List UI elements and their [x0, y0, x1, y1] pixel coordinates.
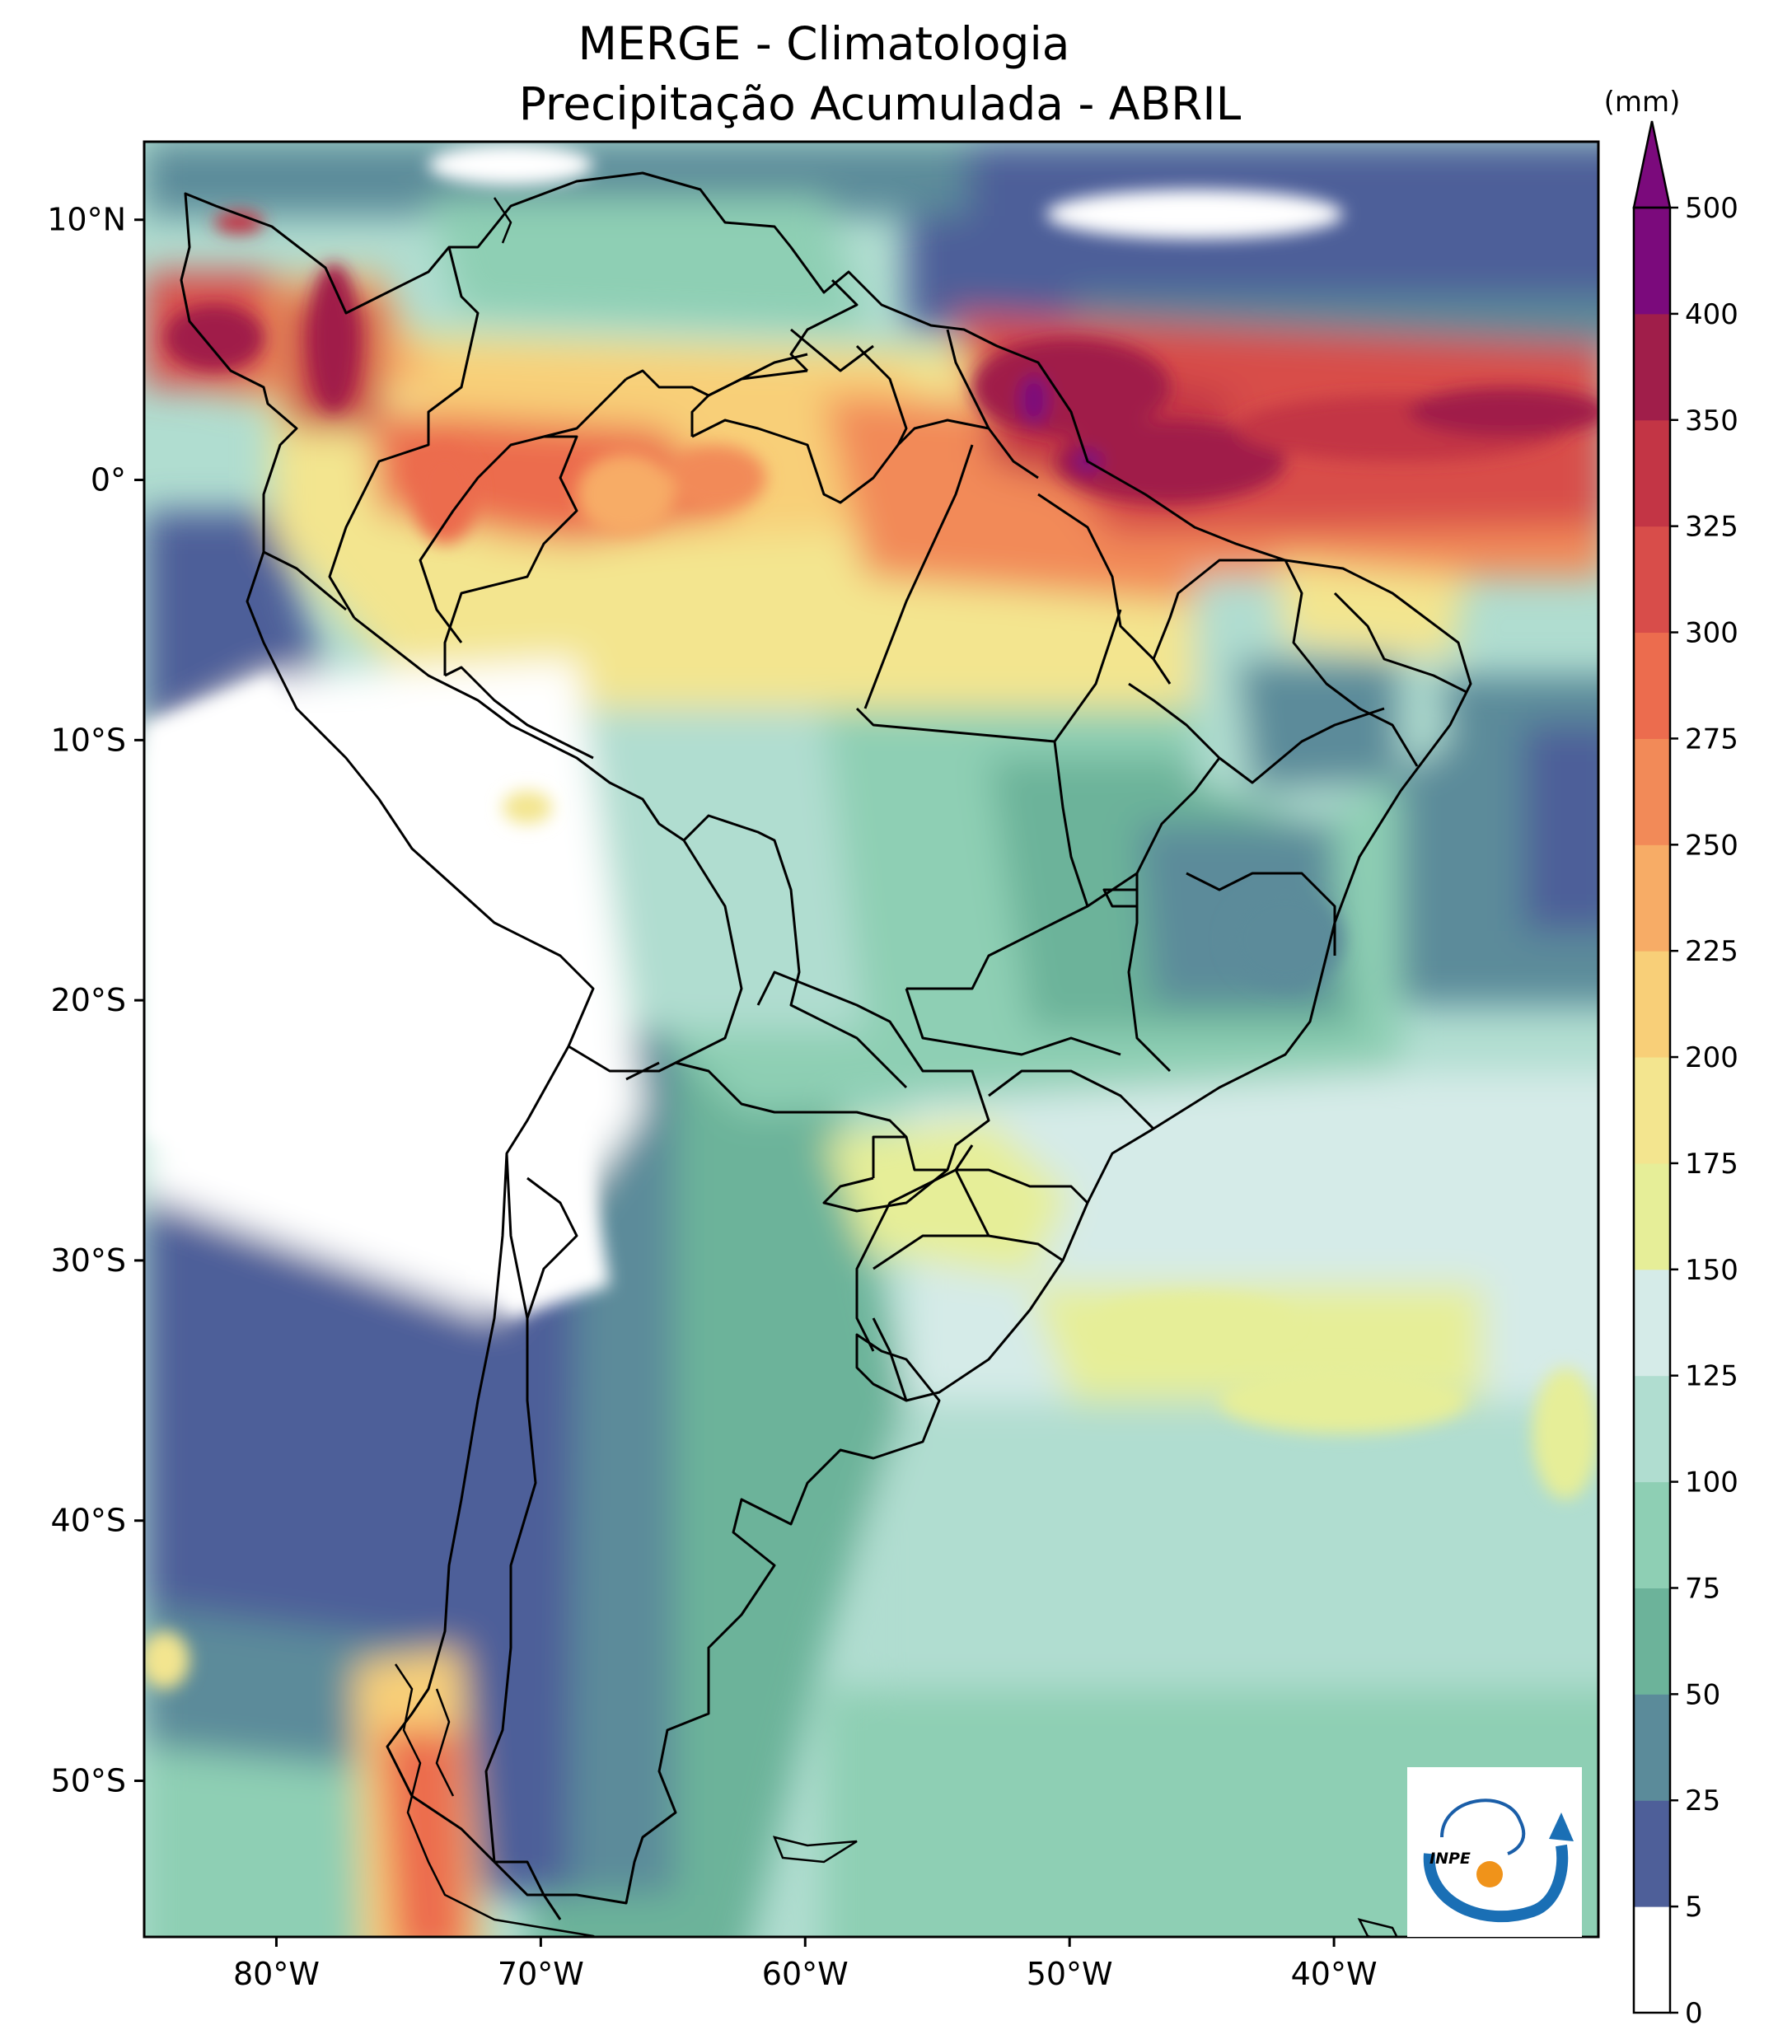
colorbar-tick-label: 300: [1685, 617, 1738, 650]
colorbar-segment: [1634, 844, 1670, 952]
colorbar-segment: [1634, 738, 1670, 845]
axis-ticks: [134, 218, 1336, 1947]
y-tick-label: 40°S: [51, 1503, 126, 1539]
colorbar-segment: [1634, 1269, 1670, 1377]
map-frame: [143, 140, 1600, 1939]
colorbar-tick-label: 350: [1685, 405, 1738, 437]
colorbar-segment: [1634, 1588, 1670, 1695]
colorbar-tick-label: 25: [1685, 1784, 1720, 1817]
inpe-logo-text: INPE: [1429, 1850, 1471, 1868]
y-tick-label: 20°S: [51, 982, 126, 1018]
colorbar-tick-label: 50: [1685, 1678, 1720, 1711]
colorbar-tick-label: 150: [1685, 1254, 1738, 1287]
colorbar-tick-label: 0: [1685, 1997, 1703, 2030]
colorbar-segment: [1634, 1906, 1670, 2014]
colorbar-tick-label: 225: [1685, 935, 1738, 968]
colorbar-segment: [1634, 313, 1670, 421]
colorbar-segment: [1634, 1057, 1670, 1164]
y-tick-label: 30°S: [51, 1242, 126, 1279]
colorbar-tick-label: 75: [1685, 1572, 1720, 1605]
x-tick-label: 50°W: [1027, 1956, 1113, 1992]
colorbar-segment: [1634, 1162, 1670, 1270]
colorbar-tick-label: 400: [1685, 298, 1738, 331]
axis-labels: 80°W 70°W 60°W 50°W 40°W 10°N 0° 10°S 20°S 30°S 40…: [47, 202, 1377, 1992]
colorbar-segment: [1634, 419, 1670, 527]
inpe-logo: INPE: [1407, 1767, 1582, 1937]
colorbar-segment: [1634, 1694, 1670, 1801]
colorbar-tick-label: 325: [1685, 511, 1738, 544]
y-tick-label: 10°S: [51, 722, 126, 758]
y-tick-label: 10°N: [47, 202, 126, 238]
colorbar-segment: [1634, 1375, 1670, 1483]
colorbar-tick-label: 250: [1685, 829, 1738, 862]
precipitation-map: [144, 142, 1598, 1937]
colorbar-frame: [1632, 206, 1672, 2014]
colorbar-tick-label: 175: [1685, 1148, 1738, 1181]
colorbar-segment: [1634, 1481, 1670, 1588]
colorbar-segment: [1634, 208, 1670, 315]
colorbar-tick-label: 100: [1685, 1466, 1738, 1499]
colorbar-tick-label: 275: [1685, 723, 1738, 755]
colorbar-tick-label: 500: [1685, 192, 1738, 225]
colorbar-segment: [1634, 526, 1670, 634]
x-tick-label: 40°W: [1291, 1956, 1378, 1992]
colorbar-tick-label: 5: [1685, 1891, 1703, 1924]
chart-title-line1: MERGE - Climatologia: [578, 17, 1070, 70]
colorbar-tick-label: 200: [1685, 1041, 1738, 1074]
precip-details: [144, 144, 1598, 1689]
colorbar-segment: [1634, 632, 1670, 739]
country-borders: [180, 171, 1472, 1920]
colorbar: 0 5 25 50 75 100 125 150 175 200 225 250 275 300 325 35…: [1632, 120, 1738, 2030]
x-tick-label: 80°W: [233, 1956, 320, 1992]
colorbar-tick-label: 125: [1685, 1360, 1738, 1393]
colorbar-segment: [1634, 1800, 1670, 1907]
colorbar-segment: [1634, 951, 1670, 1058]
x-tick-label: 70°W: [498, 1956, 584, 1992]
y-tick-label: 0°: [91, 462, 126, 498]
chart-title-line2: Precipitação Acumulada - ABRIL: [519, 77, 1242, 130]
y-tick-label: 50°S: [51, 1763, 126, 1799]
x-tick-label: 60°W: [762, 1956, 849, 1992]
colorbar-extend: [1632, 120, 1672, 209]
islands: [394, 197, 1398, 1937]
colorbar-unit: (mm): [1604, 86, 1681, 119]
